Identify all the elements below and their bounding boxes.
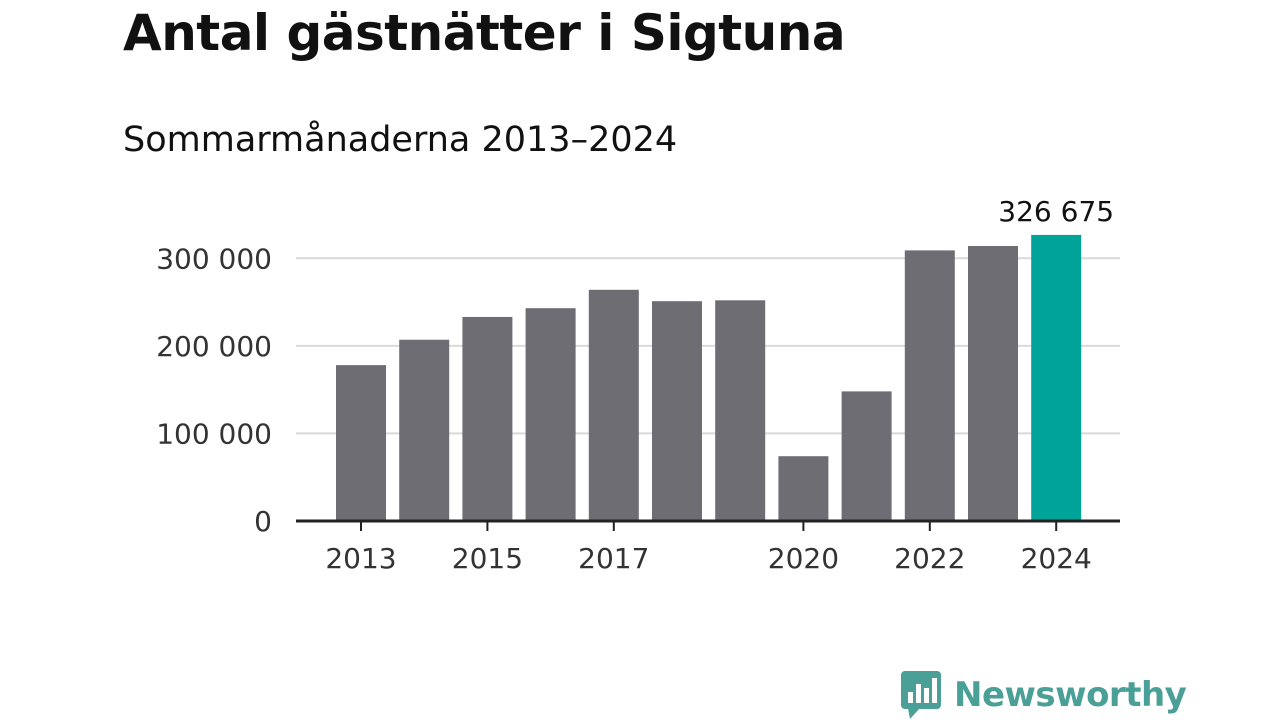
brand-name: Newsworthy: [954, 675, 1187, 715]
x-tick-label: 2022: [894, 542, 965, 575]
bar-2014: [399, 339, 450, 521]
data-labels: 326 675: [998, 195, 1114, 228]
x-tick-label: 2020: [768, 542, 839, 575]
x-tick-label: 2024: [1021, 542, 1092, 575]
bar-2021: [841, 391, 892, 521]
x-tick-label: 2017: [578, 542, 649, 575]
y-tick-label: 300 000: [156, 242, 272, 275]
newsworthy-logo-icon: [901, 671, 941, 719]
brand-logo: Newsworthy: [900, 670, 1187, 720]
y-tick-label: 0: [254, 505, 272, 538]
chart-title: Antal gästnätter i Sigtuna: [123, 4, 846, 62]
y-axis-tick-labels: 0 100 000 200 000 300 000: [156, 242, 272, 538]
bar-2024: [1031, 234, 1082, 521]
bar-2019: [715, 300, 766, 521]
value-label-2024: 326 675: [998, 195, 1114, 228]
bars: [336, 234, 1082, 521]
bar-2018: [652, 301, 702, 521]
bar-2016: [525, 308, 576, 521]
x-tick-label: 2015: [452, 542, 523, 575]
chart-subtitle: Sommarmånaderna 2013–2024: [123, 120, 678, 160]
bar-2022: [904, 250, 955, 521]
bar-2023: [968, 246, 1018, 521]
y-tick-label: 200 000: [156, 330, 272, 363]
bar-2020: [778, 456, 829, 521]
x-tick-label: 2013: [325, 542, 396, 575]
bar-2013: [336, 365, 386, 521]
x-axis-tick-labels: 2013 2015 2017 2020 2022 2024: [325, 542, 1091, 575]
bar-2015: [462, 316, 513, 521]
bar-2017: [588, 289, 639, 521]
x-axis: [296, 519, 1120, 531]
y-tick-label: 100 000: [156, 417, 272, 450]
